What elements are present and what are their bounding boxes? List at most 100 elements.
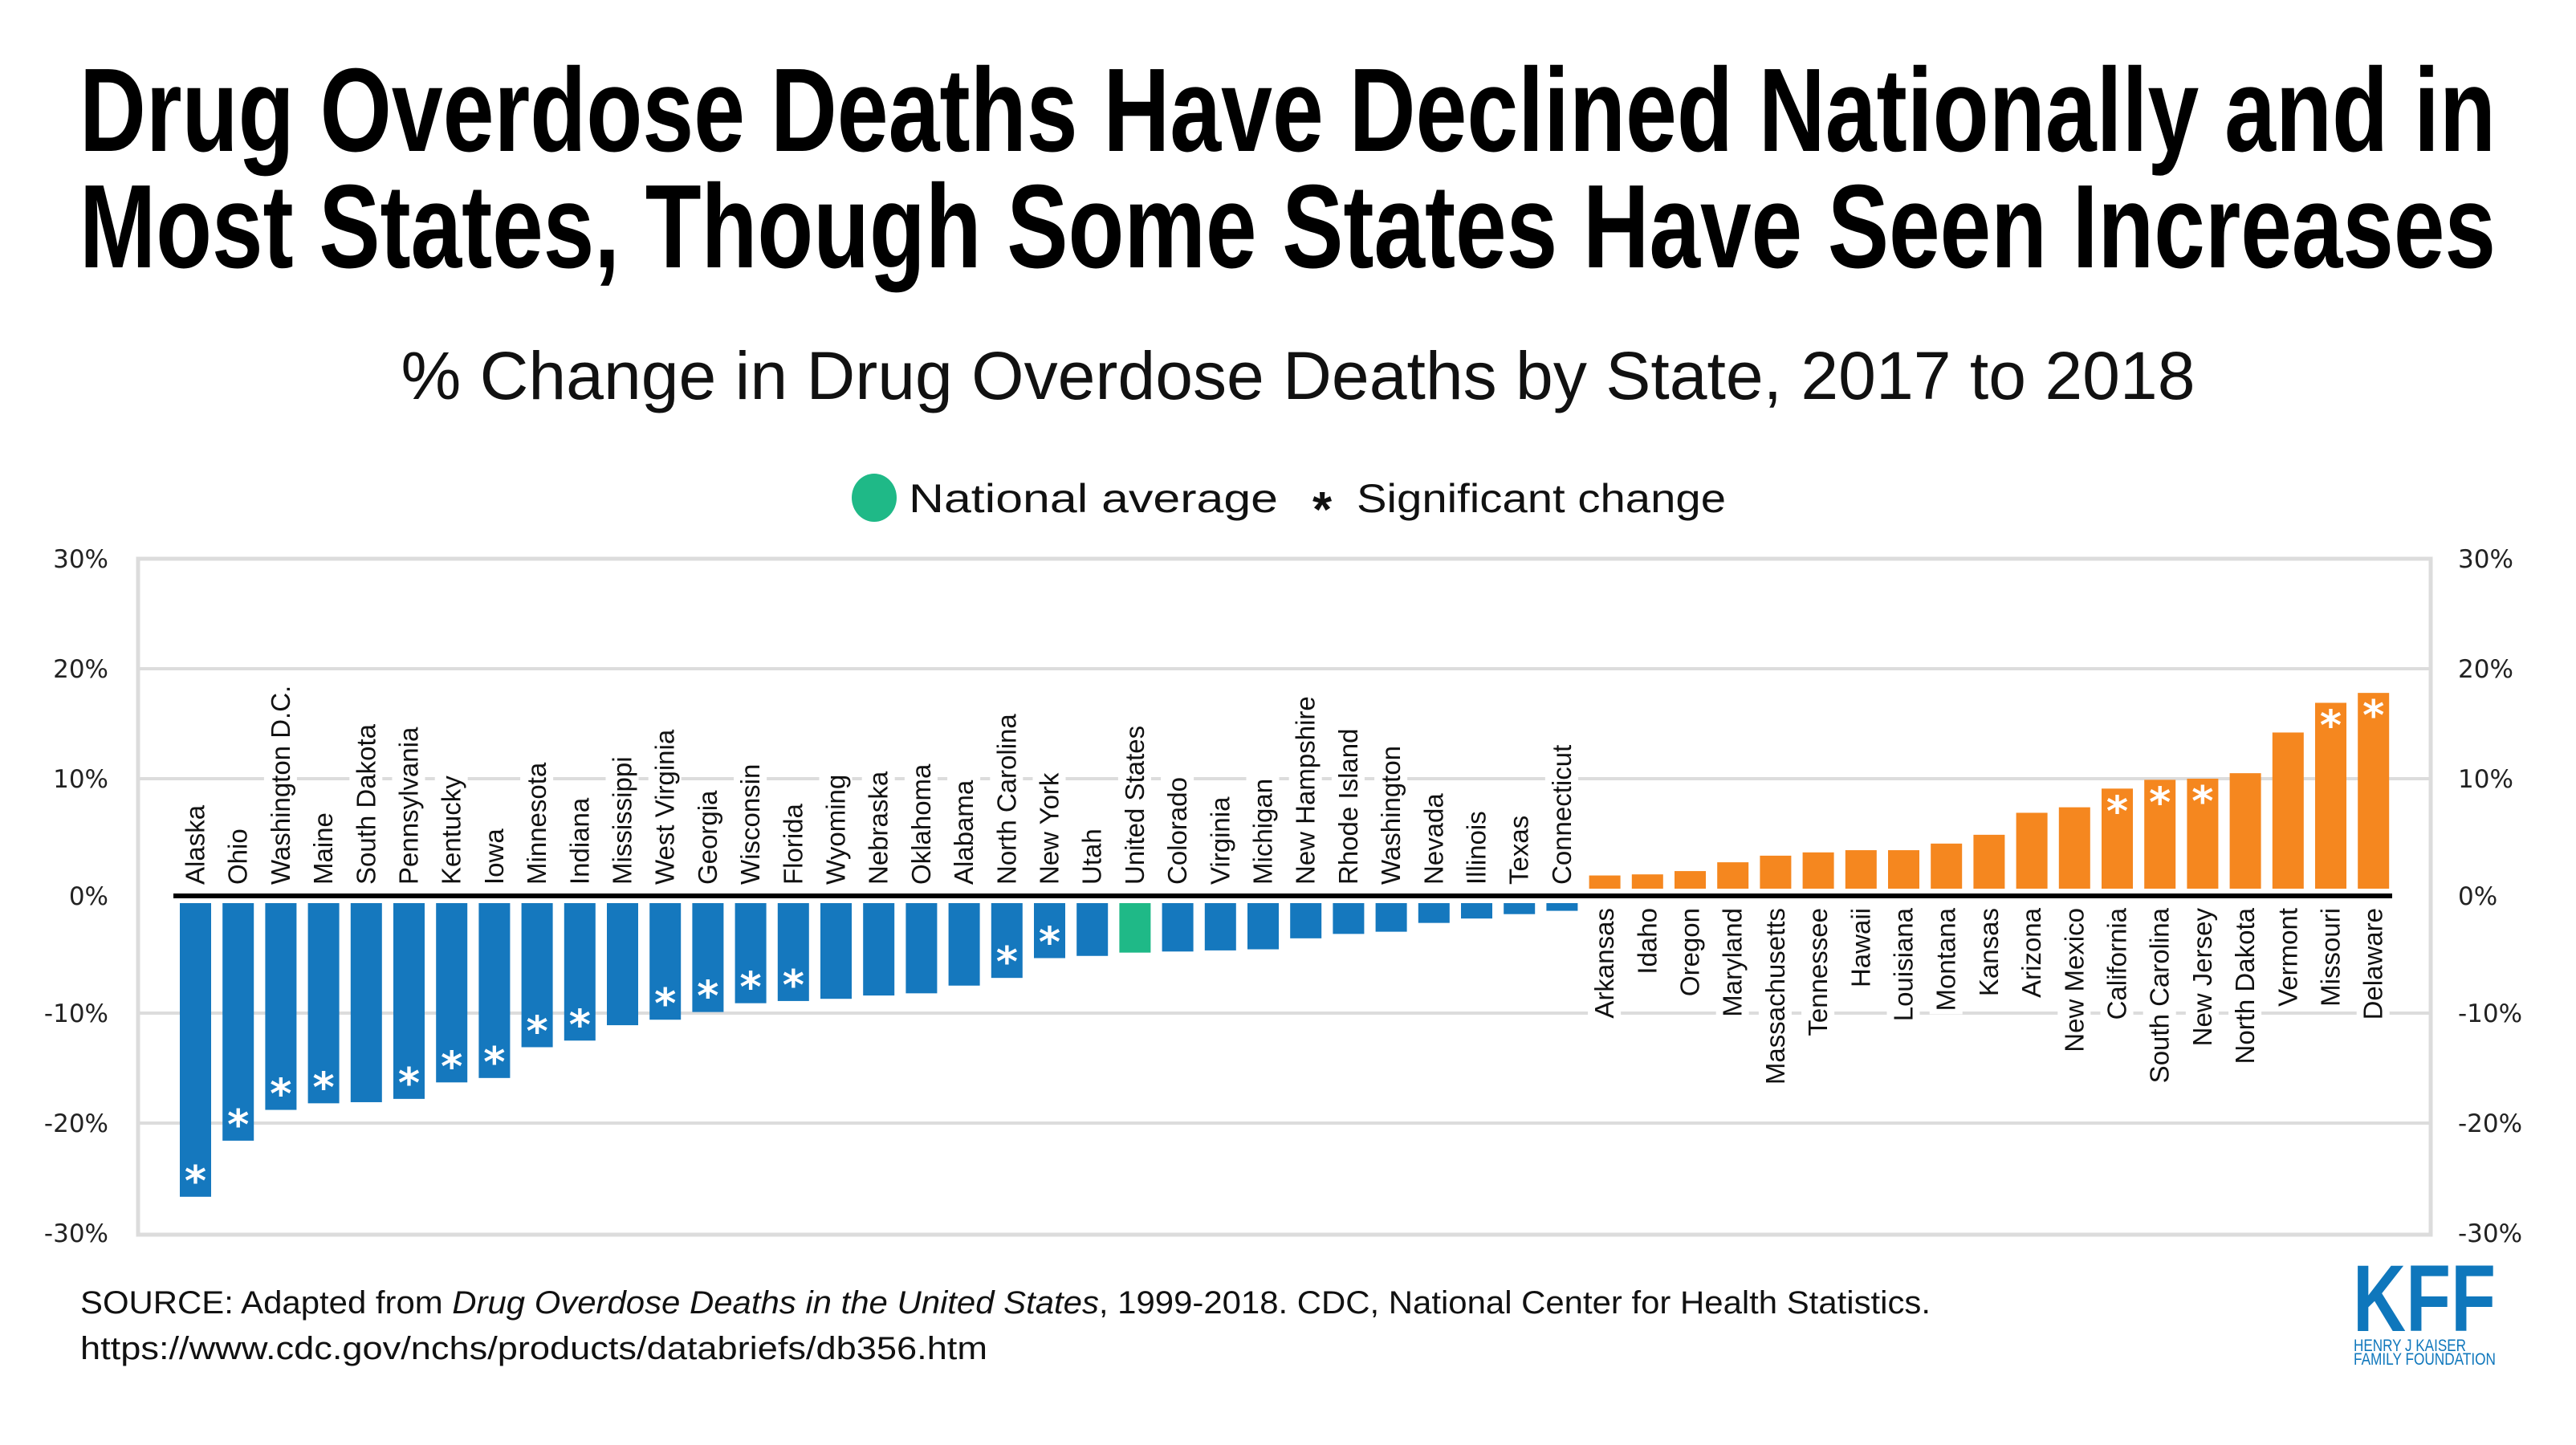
kff-logo-line2: FAMILY FOUNDATION xyxy=(2354,1350,2496,1369)
category-label-background xyxy=(1972,905,2005,1000)
bar xyxy=(1247,903,1279,950)
chart-title-line2: Most States, Though Some States Have See… xyxy=(79,161,2496,293)
category-label-background xyxy=(648,726,682,888)
category-label-background xyxy=(1288,693,1322,888)
category-label-background xyxy=(477,824,511,888)
category-label-background xyxy=(221,825,254,888)
significance-marker: * xyxy=(2320,702,2342,750)
category-label-group: United States xyxy=(1117,722,1151,888)
source-note: SOURCE: Adapted from Drug Overdose Death… xyxy=(80,1285,1931,1321)
category-label: United States xyxy=(1120,726,1150,885)
category-label: Alaska xyxy=(181,804,210,885)
category-label: Iowa xyxy=(479,828,509,885)
category-label: Virginia xyxy=(1205,796,1235,885)
category-label-group: New York xyxy=(1032,769,1066,888)
significance-marker: * xyxy=(569,1001,591,1049)
category-label-group: West Virginia xyxy=(648,726,682,888)
category-label-group: Wisconsin xyxy=(734,760,767,888)
category-label-group: Virginia xyxy=(1203,792,1237,888)
category-label: Hawaii xyxy=(1846,908,1875,987)
category-label: Montana xyxy=(1931,907,1961,1011)
category-label-background xyxy=(1246,775,1280,888)
category-label-group: Nevada xyxy=(1417,789,1451,888)
category-label: New Jersey xyxy=(2187,908,2217,1047)
source-title: Drug Overdose Deaths in the United State… xyxy=(452,1285,1099,1321)
category-label: South Dakota xyxy=(351,723,380,885)
bars: * * * * * * * * * * * * * * * * * * * * xyxy=(180,692,2390,1206)
category-label-group: Nebraska xyxy=(861,767,895,888)
category-label-background xyxy=(2057,905,2091,1056)
category-label-background xyxy=(1929,904,1963,1015)
category-label-group: Kansas xyxy=(1972,905,2005,1000)
category-label-background xyxy=(1459,808,1493,888)
category-label-background xyxy=(1502,812,1536,888)
category-labels: Alaska Ohio Washington D.C. Maine South Dako… xyxy=(178,682,2390,1089)
significance-marker: * xyxy=(185,1158,206,1206)
category-label: West Virginia xyxy=(650,729,680,885)
category-label-background xyxy=(1374,742,1408,888)
significance-marker: * xyxy=(441,1043,462,1091)
category-label-group: Michigan xyxy=(1246,775,1280,888)
y-tick-label-right: -20% xyxy=(2458,1109,2522,1138)
category-label-background xyxy=(990,710,1023,888)
category-label-background xyxy=(1117,722,1151,888)
category-label-background xyxy=(1844,905,1878,991)
source-url[interactable]: https://www.cdc.gov/nchs/products/databr… xyxy=(80,1331,987,1366)
category-label: Nebraska xyxy=(864,771,893,885)
bar xyxy=(2102,788,2133,889)
legend-significant-label: Significant change xyxy=(1357,476,1726,521)
category-label: Washington D.C. xyxy=(266,686,295,885)
bar xyxy=(2016,812,2048,889)
category-label-group: South Carolina xyxy=(2143,904,2176,1087)
bar xyxy=(2358,693,2390,889)
bar xyxy=(1333,903,1365,934)
bar xyxy=(1631,874,1663,889)
category-label-background xyxy=(563,794,596,888)
category-label: Louisiana xyxy=(1889,907,1919,1021)
bar xyxy=(1888,850,1919,889)
category-label: California xyxy=(2102,907,2132,1020)
bar xyxy=(2058,807,2090,889)
category-label-group: New Hampshire xyxy=(1288,693,1322,888)
category-label-group: Hawaii xyxy=(1844,905,1878,991)
category-label: Rhode Island xyxy=(1333,729,1363,885)
category-label-background xyxy=(776,800,810,888)
category-label-group: Wyoming xyxy=(819,771,853,888)
category-label-background xyxy=(1801,905,1835,1040)
category-label: South Carolina xyxy=(2145,907,2175,1083)
bar xyxy=(2315,702,2346,889)
bar xyxy=(180,903,211,1197)
category-label-background xyxy=(690,786,724,888)
category-label-group: Colorado xyxy=(1161,774,1194,888)
category-label: Kansas xyxy=(1974,908,2004,996)
significance-marker: * xyxy=(227,1101,249,1150)
category-label-background xyxy=(2015,904,2049,1001)
category-label: Tennessee xyxy=(1803,908,1833,1036)
legend: National average * Significant change xyxy=(852,474,1726,538)
category-label-background xyxy=(2185,904,2219,1050)
category-label-group: Pennsylvania xyxy=(392,723,425,888)
y-tick-label-right: 0% xyxy=(2458,882,2497,911)
bar xyxy=(905,903,938,994)
category-label-background xyxy=(1544,741,1578,888)
footer: SOURCE: Adapted from Drug Overdose Death… xyxy=(80,1285,1931,1366)
category-label-background xyxy=(734,760,767,888)
category-label-group: North Carolina xyxy=(990,710,1023,888)
category-label: Maryland xyxy=(1718,908,1748,1017)
category-label: Texas xyxy=(1504,816,1534,885)
significance-marker: * xyxy=(654,980,676,1028)
bar xyxy=(2229,773,2261,889)
significance-marker: * xyxy=(398,1060,420,1108)
category-label-group: Louisiana xyxy=(1886,904,1920,1025)
category-label: New Mexico xyxy=(2059,908,2089,1052)
bar xyxy=(265,903,297,1110)
bar xyxy=(393,903,425,1099)
category-label: Oregon xyxy=(1675,908,1705,996)
category-label-group: Indiana xyxy=(563,794,596,888)
category-label-group: New Jersey xyxy=(2185,904,2219,1050)
category-label-group: Georgia xyxy=(690,786,724,888)
source-prefix: SOURCE: Adapted from xyxy=(80,1285,452,1321)
category-label: Ohio xyxy=(223,828,253,885)
category-label: Michigan xyxy=(1248,779,1278,885)
